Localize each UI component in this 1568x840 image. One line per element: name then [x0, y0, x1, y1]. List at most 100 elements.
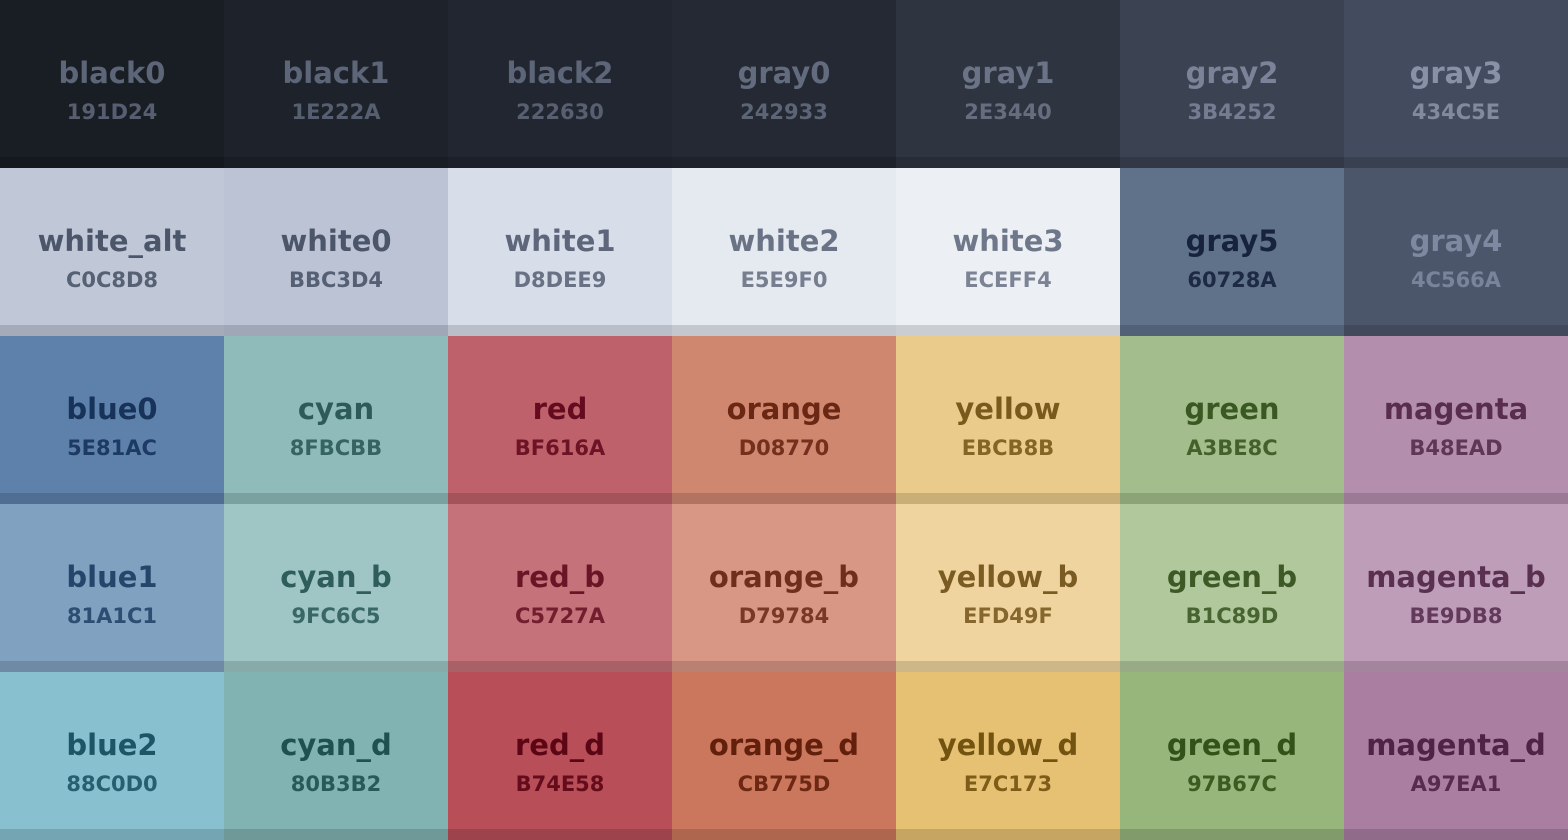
swatch-orange: orange D08770	[672, 336, 896, 504]
swatch-name: yellow_b	[937, 560, 1079, 594]
swatch-black2: black2 222630	[448, 0, 672, 168]
swatch-shade-strip	[896, 661, 1120, 672]
swatch-name: green_d	[1166, 728, 1298, 762]
swatch-green_d: green_d 97B67C	[1120, 672, 1344, 840]
swatch-cyan: cyan 8FBCBB	[224, 336, 448, 504]
swatch-name: white1	[504, 224, 616, 258]
swatch-black0: black0 191D24	[0, 0, 224, 168]
swatch-shade-strip	[224, 325, 448, 336]
swatch-gray4: gray4 4C566A	[1344, 168, 1568, 336]
swatch-hex: 8FBCBB	[289, 436, 383, 460]
swatch-hex: D8DEE9	[513, 268, 607, 292]
swatch-hex: 81A1C1	[66, 604, 158, 628]
swatch-hex: B74E58	[515, 772, 605, 796]
swatch-green_b: green_b B1C89D	[1120, 504, 1344, 672]
swatch-hex: BE9DB8	[1409, 604, 1503, 628]
swatch-name: blue1	[66, 560, 158, 594]
swatch-name: magenta_b	[1366, 560, 1546, 594]
swatch-shade-strip	[896, 829, 1120, 840]
swatch-green: green A3BE8C	[1120, 336, 1344, 504]
swatch-shade-strip	[0, 325, 224, 336]
swatch-hex: BF616A	[514, 436, 606, 460]
swatch-shade-strip	[1344, 493, 1568, 504]
swatch-gray0: gray0 242933	[672, 0, 896, 168]
swatch-hex: C5727A	[514, 604, 606, 628]
swatch-shade-strip	[448, 157, 672, 168]
swatch-shade-strip	[1344, 157, 1568, 168]
swatch-hex: EBCB8B	[961, 436, 1055, 460]
swatch-name: magenta_d	[1366, 728, 1546, 762]
swatch-gray2: gray2 3B4252	[1120, 0, 1344, 168]
swatch-name: gray0	[737, 56, 831, 90]
swatch-shade-strip	[1120, 325, 1344, 336]
swatch-name: cyan_d	[280, 728, 392, 762]
swatch-name: cyan	[297, 392, 375, 426]
swatch-hex: 80B3B2	[290, 772, 382, 796]
swatch-shade-strip	[448, 493, 672, 504]
swatch-hex: BBC3D4	[288, 268, 384, 292]
swatch-hex: 2E3440	[964, 100, 1052, 124]
swatch-name: magenta	[1383, 392, 1529, 426]
swatch-white3: white3 ECEFF4	[896, 168, 1120, 336]
swatch-shade-strip	[1344, 829, 1568, 840]
swatch-name: gray1	[961, 56, 1055, 90]
swatch-hex: 88C0D0	[66, 772, 158, 796]
swatch-name: black2	[506, 56, 614, 90]
swatch-hex: EFD49F	[963, 604, 1053, 628]
swatch-shade-strip	[896, 493, 1120, 504]
swatch-name: orange_d	[708, 728, 860, 762]
swatch-shade-strip	[1120, 661, 1344, 672]
swatch-shade-strip	[1120, 157, 1344, 168]
swatch-shade-strip	[672, 661, 896, 672]
swatch-magenta_d: magenta_d A97EA1	[1344, 672, 1568, 840]
swatch-shade-strip	[224, 493, 448, 504]
swatch-name: green	[1184, 392, 1280, 426]
swatch-name: gray4	[1409, 224, 1503, 258]
swatch-shade-strip	[1344, 325, 1568, 336]
swatch-hex: D79784	[738, 604, 830, 628]
swatch-red: red BF616A	[448, 336, 672, 504]
swatch-hex: A97EA1	[1410, 772, 1502, 796]
swatch-name: orange	[726, 392, 842, 426]
swatch-name: yellow	[955, 392, 1061, 426]
swatch-gray3: gray3 434C5E	[1344, 0, 1568, 168]
swatch-hex: CB775D	[737, 772, 831, 796]
swatch-name: cyan_b	[280, 560, 392, 594]
swatch-hex: ECEFF4	[964, 268, 1052, 292]
swatch-hex: 9FC6C5	[291, 604, 381, 628]
swatch-name: red_d	[515, 728, 605, 762]
swatch-gray5: gray5 60728A	[1120, 168, 1344, 336]
swatch-yellow_d: yellow_d E7C173	[896, 672, 1120, 840]
swatch-orange_d: orange_d CB775D	[672, 672, 896, 840]
swatch-shade-strip	[0, 829, 224, 840]
swatch-name: red_b	[515, 560, 605, 594]
swatch-blue2: blue2 88C0D0	[0, 672, 224, 840]
swatch-shade-strip	[1120, 829, 1344, 840]
swatch-name: white2	[728, 224, 840, 258]
swatch-hex: 3B4252	[1187, 100, 1277, 124]
swatch-red_d: red_d B74E58	[448, 672, 672, 840]
swatch-name: gray5	[1185, 224, 1279, 258]
swatch-shade-strip	[1344, 661, 1568, 672]
swatch-shade-strip	[0, 157, 224, 168]
swatch-red_b: red_b C5727A	[448, 504, 672, 672]
swatch-name: red	[532, 392, 588, 426]
swatch-name: black1	[282, 56, 390, 90]
swatch-magenta_b: magenta_b BE9DB8	[1344, 504, 1568, 672]
swatch-yellow: yellow EBCB8B	[896, 336, 1120, 504]
swatch-shade-strip	[896, 157, 1120, 168]
swatch-hex: 1E222A	[291, 100, 381, 124]
swatch-name: white3	[952, 224, 1064, 258]
swatch-name: green_b	[1166, 560, 1298, 594]
swatch-hex: B48EAD	[1409, 436, 1503, 460]
swatch-hex: 4C566A	[1410, 268, 1502, 292]
swatch-magenta: magenta B48EAD	[1344, 336, 1568, 504]
swatch-hex: 191D24	[66, 100, 158, 124]
swatch-hex: 97B67C	[1187, 772, 1277, 796]
swatch-hex: E5E9F0	[740, 268, 828, 292]
swatch-hex: A3BE8C	[1186, 436, 1278, 460]
swatch-name: white0	[280, 224, 392, 258]
swatch-orange_b: orange_b D79784	[672, 504, 896, 672]
swatch-hex: 242933	[740, 100, 828, 124]
